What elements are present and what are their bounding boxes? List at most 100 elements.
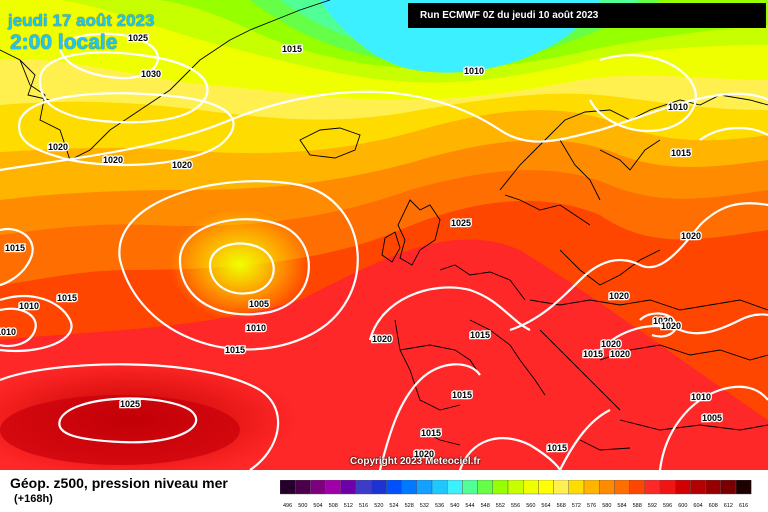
scale-swatch [690,480,706,495]
isobar-label: 1015 [547,443,567,453]
scale-tick-label: 568 [557,503,566,509]
isobar-label: 1020 [661,321,681,331]
copyright-notice: Copyright 2023 Meteociel.fr [350,456,481,467]
scale-tick-label: 588 [633,503,642,509]
scale-swatch [735,480,752,495]
isobar-label: 1025 [120,399,140,409]
scale-tick-label: 572 [572,503,581,509]
scale-tick-label: 516 [359,503,368,509]
scale-tick-label: 552 [496,503,505,509]
isobar-label: 1015 [583,349,603,359]
scale-swatch [705,480,722,495]
isobar-label: 1015 [225,345,245,355]
isobar-label: 1030 [141,69,161,79]
isobar-label: 1020 [48,142,68,152]
scale-swatch [507,480,524,495]
isobar-label: 1015 [470,330,490,340]
scale-swatch [416,480,433,495]
isobar-label: 1020 [414,449,434,459]
scale-swatch [659,480,676,495]
scale-swatch [310,480,326,495]
scale-swatch [492,480,509,495]
scale-tick-label: 604 [693,503,702,509]
scale-swatch [431,480,448,495]
isobar-label: 1020 [601,339,621,349]
isobar-label: 1020 [681,231,701,241]
isobar-label: 1005 [249,299,269,309]
legend-subtitle: (+168h) [14,493,53,505]
scale-tick-label: 544 [465,503,474,509]
isobar-label: 1015 [452,390,472,400]
scale-swatch [280,480,296,495]
scale-tick-label: 508 [329,503,338,509]
scale-swatch [568,480,585,495]
forecast-time: 2:00 locale [10,31,118,54]
scale-swatch [462,480,478,495]
scale-swatch [370,480,387,495]
scale-tick-label: 580 [602,503,611,509]
scale-tick-label: 504 [313,503,322,509]
scale-tick-label: 512 [344,503,353,509]
isobar-label: 1020 [610,349,630,359]
scale-tick-label: 560 [526,503,535,509]
coastlines [0,0,768,451]
scale-swatch [386,480,402,495]
color-scale-legend: 496 500 504 508 512 516 520 524 528 532 536 540 544 5… [280,480,752,509]
isobar-label: 1010 [464,66,484,76]
scale-tick-label: 600 [678,503,687,509]
isobar-label: 1010 [0,327,16,337]
isobar-label: 1020 [653,316,673,326]
isobar-label: 1020 [103,155,123,165]
isobar-label: 1015 [57,293,77,303]
scale-tick-label: 536 [435,503,444,509]
isobar-label: 1020 [372,334,392,344]
scale-tick-label: 532 [420,503,429,509]
scale-tick-label: 528 [405,503,414,509]
isobar-label: 1020 [172,160,192,170]
scale-swatch [477,480,494,495]
isobar-label: 1010 [691,392,711,402]
scale-swatch [644,480,661,495]
scale-swatch [599,480,615,495]
isobar-labels: 1025 1015 1010 1030 1020 1020 1020 1010 … [0,32,723,461]
scale-swatch [629,480,646,495]
isobar-label: 1020 [609,291,629,301]
isobar-label: 1010 [246,323,266,333]
scale-swatch [294,480,311,495]
scale-tick-label: 612 [724,503,733,509]
scale-swatch [553,480,570,495]
isobar-label: 1015 [671,148,691,158]
scale-tick-label: 584 [617,503,626,509]
scale-swatch [522,480,539,495]
scale-tick-label: 564 [541,503,550,509]
scale-swatch [446,480,463,495]
scale-tick-label: 548 [481,503,490,509]
scale-tick-label: 524 [389,503,398,509]
isobar-label: 1005 [702,413,722,423]
forecast-date: jeudi 17 août 2023 [8,11,155,30]
scale-tick-label: 592 [648,503,657,509]
scale-tick-label: 596 [663,503,672,509]
scale-swatch [340,480,357,495]
scale-tick-label: 540 [450,503,459,509]
scale-swatch [614,480,630,495]
scale-tick-label: 608 [709,503,718,509]
scale-tick-label: 616 [739,503,748,509]
isobar-label: 1015 [5,243,25,253]
isobar-label: 1010 [668,102,688,112]
isobar-label: 1015 [282,44,302,54]
isobar-label: 1025 [128,33,148,43]
isobar-lines [0,32,768,470]
scale-swatch [355,480,372,495]
scale-tick-label: 500 [298,503,307,509]
legend-title: Géop. z500, pression niveau mer [10,475,228,491]
scale-swatch [538,480,554,495]
scale-tick-label: 556 [511,503,520,509]
isobar-label: 1025 [451,218,471,228]
scale-swatch [675,480,691,495]
scale-tick-label: 576 [587,503,596,509]
scale-swatch [583,480,600,495]
geopotential-map: 1025 1015 1010 1030 1020 1020 1020 1010 … [0,0,768,470]
isobar-label: 1015 [421,428,441,438]
